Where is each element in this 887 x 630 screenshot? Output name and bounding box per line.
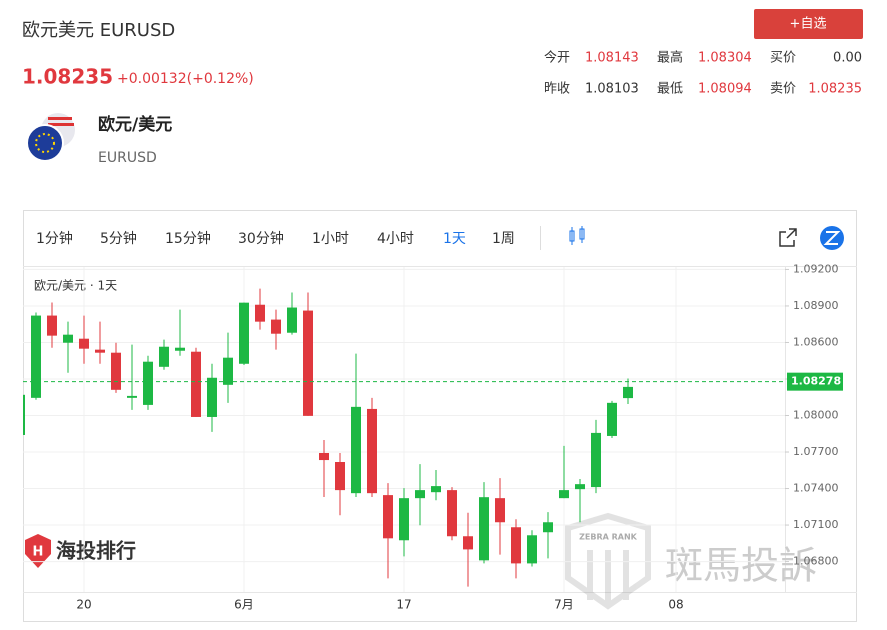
chart-subtitle: 欧元/美元 · 1天: [34, 279, 117, 293]
candle-body: [255, 304, 265, 322]
candle-body: [207, 377, 217, 417]
candle-body: [175, 347, 185, 351]
candle-body: [463, 536, 473, 550]
y-tick-label: 1.06800: [793, 555, 839, 568]
quote-label: 今开: [544, 50, 570, 66]
quote-label: 昨收: [544, 82, 570, 97]
interval-tab[interactable]: 1天: [443, 231, 466, 247]
candle-body: [399, 498, 409, 541]
add-watchlist-button[interactable]: [754, 9, 863, 39]
logo-text: 海投排行: [56, 539, 136, 563]
quote-label: 最高: [657, 50, 683, 66]
candle-body: [223, 357, 233, 385]
x-tick-label: 08: [668, 598, 683, 612]
x-tick-label: 20: [76, 598, 91, 612]
price-change: +0.00132(+0.12%): [117, 71, 254, 87]
badge-text: ZEBRA RANK: [579, 533, 638, 542]
candle-body: [607, 402, 617, 436]
candle-body: [143, 361, 153, 405]
candle-body: [23, 394, 25, 435]
interval-tab[interactable]: 1分钟: [36, 230, 73, 247]
interval-tab[interactable]: 30分钟: [238, 230, 284, 247]
candle-body: [415, 490, 425, 499]
candle-body: [495, 498, 505, 523]
candle-body: [335, 462, 345, 491]
broker-icon[interactable]: [820, 226, 844, 250]
candle-body: [79, 338, 89, 349]
currency-icon: [26, 113, 75, 162]
candle-body: [479, 497, 489, 561]
brand-watermark: [565, 512, 651, 610]
candle-body: [127, 395, 137, 398]
candle-body: [287, 307, 297, 333]
symbol-code: EURUSD: [98, 150, 157, 166]
page-title: 欧元美元 EURUSD: [22, 20, 175, 41]
quote-value: 1.08094: [698, 82, 752, 97]
candle-body: [239, 302, 249, 364]
candle-body: [111, 352, 121, 390]
quote-value: 1.08235: [808, 82, 862, 97]
quote-label: 卖价: [770, 82, 796, 97]
quote-label: 最低: [657, 82, 683, 97]
candle-body: [63, 334, 73, 343]
y-tick-label: 1.07400: [793, 482, 839, 495]
candle-body: [511, 527, 521, 564]
add-watchlist-label[interactable]: +自选: [790, 17, 827, 32]
candle-body: [527, 535, 537, 564]
candle-body: [431, 486, 441, 493]
y-tick-label: 1.08900: [793, 299, 839, 312]
candle-body: [303, 310, 313, 416]
candle-body: [351, 406, 361, 494]
quote-label: 买价: [770, 51, 796, 66]
quote-value: 1.08304: [698, 51, 752, 66]
candle-body: [575, 484, 585, 490]
interval-tab[interactable]: 4小时: [377, 231, 414, 247]
price-line-label: 1.08278: [791, 375, 841, 388]
x-tick-label: 7月: [554, 598, 574, 612]
candle-body: [271, 319, 281, 334]
last-price: 1.08235: [22, 65, 113, 89]
symbol-name: 欧元/美元: [98, 114, 172, 135]
candle-body: [191, 351, 201, 417]
candle-body: [319, 452, 329, 461]
y-tick-label: 1.09200: [793, 262, 839, 275]
candle-body: [559, 490, 569, 499]
y-tick-label: 1.07700: [793, 445, 839, 458]
interval-tab[interactable]: 1周: [492, 231, 515, 247]
candle-body: [623, 386, 633, 399]
x-tick-label: 6月: [234, 598, 254, 612]
candle-body: [95, 349, 105, 353]
interval-tab[interactable]: 5分钟: [100, 230, 137, 247]
candle-body: [383, 495, 393, 539]
quote-value: 1.08103: [585, 82, 639, 97]
candle-body: [543, 522, 553, 533]
candle-body: [159, 346, 169, 367]
x-tick-label: 17: [396, 598, 411, 612]
y-tick-label: 1.08000: [793, 409, 839, 422]
plot-area: [23, 267, 785, 592]
candle-body: [447, 490, 457, 537]
candle-style-button[interactable]: [569, 226, 585, 245]
interval-tab[interactable]: 15分钟: [165, 230, 211, 247]
y-tick-label: 1.07100: [793, 518, 839, 531]
candle-body: [31, 315, 41, 398]
svg-text:H: H: [33, 545, 44, 560]
candle-body: [367, 408, 377, 494]
quote-value: 1.08143: [585, 51, 639, 66]
quote-value: 0.00: [833, 51, 862, 66]
interval-tab[interactable]: 1小时: [312, 231, 349, 247]
candle-body: [591, 432, 601, 488]
candle-body: [47, 315, 57, 336]
y-tick-label: 1.08600: [793, 335, 839, 348]
logo-watermark: H: [25, 534, 51, 568]
brand-text: 斑馬投訴: [665, 544, 817, 588]
open-external-button[interactable]: [779, 228, 797, 247]
price-line-tag: [787, 372, 843, 391]
